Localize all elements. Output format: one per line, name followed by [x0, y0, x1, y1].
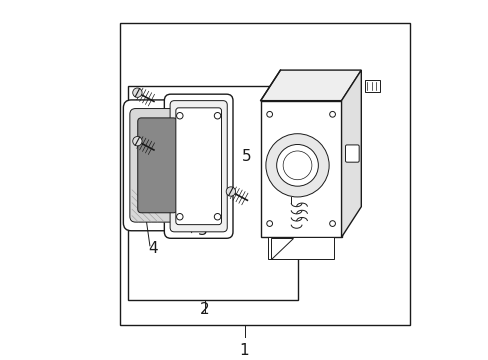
FancyBboxPatch shape	[345, 145, 358, 162]
Circle shape	[265, 134, 328, 197]
Bar	[127, 86, 298, 300]
Polygon shape	[271, 238, 292, 259]
FancyBboxPatch shape	[164, 94, 232, 238]
Circle shape	[329, 112, 335, 117]
FancyBboxPatch shape	[123, 100, 191, 231]
Circle shape	[176, 113, 183, 119]
Bar	[183, 144, 188, 152]
Bar	[260, 101, 341, 237]
Circle shape	[214, 213, 220, 220]
Bar	[364, 80, 379, 92]
Polygon shape	[260, 70, 361, 101]
Circle shape	[276, 144, 318, 186]
Circle shape	[266, 221, 272, 226]
Text: 3: 3	[198, 222, 207, 238]
Polygon shape	[341, 70, 361, 237]
Circle shape	[132, 136, 142, 146]
Text: 2: 2	[200, 302, 209, 316]
Circle shape	[132, 88, 142, 97]
Circle shape	[214, 113, 220, 119]
Circle shape	[329, 221, 335, 226]
Circle shape	[176, 213, 183, 220]
FancyBboxPatch shape	[138, 118, 177, 213]
Bar	[267, 237, 334, 259]
Text: 5: 5	[241, 149, 251, 164]
Circle shape	[226, 187, 235, 196]
Text: 4: 4	[148, 240, 157, 256]
FancyBboxPatch shape	[176, 108, 221, 225]
FancyBboxPatch shape	[170, 101, 227, 232]
FancyBboxPatch shape	[130, 109, 184, 222]
Circle shape	[283, 151, 311, 180]
Text: 1: 1	[239, 343, 249, 358]
Bar	[120, 23, 409, 325]
Circle shape	[266, 112, 272, 117]
